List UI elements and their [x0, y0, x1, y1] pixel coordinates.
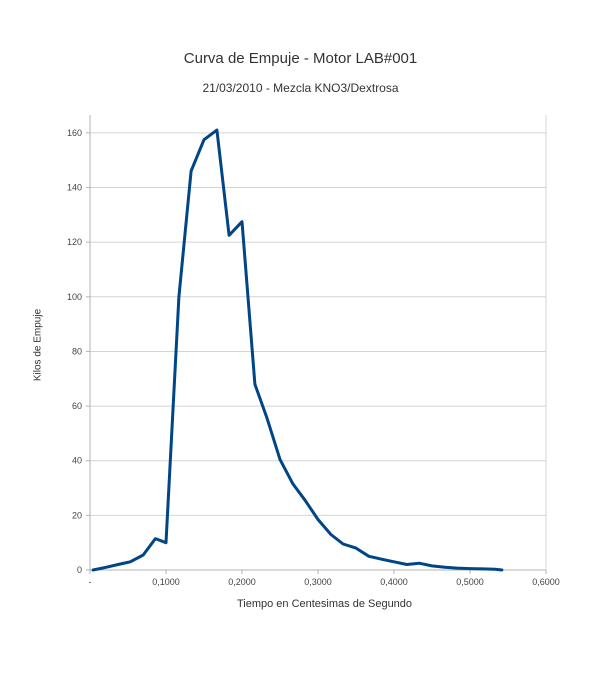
- x-tick-label: 0,6000: [532, 577, 560, 587]
- x-tick-label: 0,2000: [228, 577, 256, 587]
- y-tick-label: 60: [72, 401, 82, 411]
- x-tick-label: 0,3000: [304, 577, 332, 587]
- x-axis-label: Tiempo en Centesimas de Segundo: [236, 598, 413, 610]
- x-tick-label: 0,5000: [456, 577, 484, 587]
- chart-title: Curva de Empuje - Motor LAB#001: [183, 50, 418, 67]
- y-tick-label: 80: [72, 346, 82, 356]
- y-tick-label: 100: [67, 292, 82, 302]
- y-tick-label: 0: [77, 565, 82, 575]
- y-tick-label: 140: [67, 183, 82, 193]
- y-tick-label: 120: [67, 237, 82, 247]
- x-tick-label: -: [89, 577, 92, 587]
- y-tick-label: 160: [67, 128, 82, 138]
- x-tick-label: 0,4000: [380, 577, 408, 587]
- x-tick-label: 0,1000: [152, 577, 180, 587]
- y-tick-label: 40: [72, 456, 82, 466]
- chart-subtitle: 21/03/2010 - Mezcla KNO3/Dextrosa: [202, 81, 399, 95]
- y-tick-label: 20: [72, 510, 82, 520]
- thrust-curve-line: [91, 128, 504, 572]
